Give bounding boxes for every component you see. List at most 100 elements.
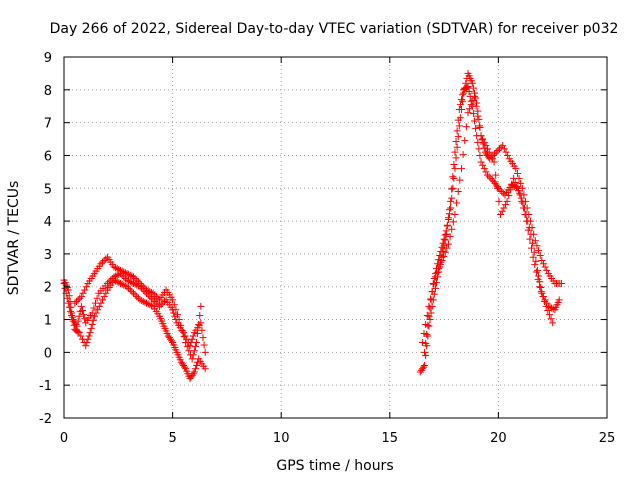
- data-point: [500, 145, 508, 153]
- data-point: [133, 276, 141, 284]
- data-point: [508, 180, 516, 188]
- data-point: [181, 332, 189, 340]
- data-point: [499, 142, 507, 150]
- data-point: [112, 272, 120, 280]
- data-point: [146, 301, 154, 309]
- data-point: [495, 197, 503, 205]
- data-point: [81, 286, 89, 294]
- data-point: [518, 184, 526, 192]
- data-point: [128, 279, 136, 287]
- data-point: [490, 158, 498, 166]
- data-point: [110, 263, 118, 271]
- data-point: [539, 260, 547, 268]
- x-tick-label: 25: [599, 431, 616, 446]
- data-point: [118, 280, 126, 288]
- data-point: [71, 299, 79, 307]
- data-point: [474, 138, 482, 146]
- data-point: [89, 316, 97, 324]
- data-point: [196, 311, 204, 319]
- data-point: [156, 302, 164, 310]
- data-point: [73, 322, 81, 330]
- data-point: [154, 294, 162, 302]
- data-point: [65, 303, 73, 311]
- data-point: [146, 288, 154, 296]
- data-point: [526, 235, 534, 243]
- data-point: [168, 337, 176, 345]
- data-point: [538, 289, 546, 297]
- data-point: [535, 247, 543, 255]
- data-point: [530, 230, 538, 238]
- data-point: [425, 312, 433, 320]
- data-point: [149, 296, 157, 304]
- data-point: [536, 283, 544, 291]
- data-point: [519, 204, 527, 212]
- data-point: [430, 275, 438, 283]
- y-tick-label: 6: [44, 149, 52, 164]
- y-tick-label: 8: [44, 84, 52, 99]
- data-point: [454, 133, 462, 141]
- data-point: [536, 252, 544, 260]
- data-point: [457, 165, 465, 173]
- data-point: [131, 291, 139, 299]
- data-point: [136, 296, 144, 304]
- data-point: [482, 168, 490, 176]
- data-point: [448, 225, 456, 233]
- data-point: [172, 306, 180, 314]
- data-point: [469, 84, 477, 92]
- data-point: [134, 278, 142, 286]
- data-point: [514, 187, 522, 195]
- data-point: [86, 329, 94, 337]
- data-point: [469, 110, 477, 118]
- data-point: [462, 123, 470, 131]
- data-point: [439, 239, 447, 247]
- data-point: [123, 276, 131, 284]
- data-point: [440, 252, 448, 260]
- series-group: [71, 253, 205, 363]
- data-point: [484, 171, 492, 179]
- data-point: [144, 300, 152, 308]
- data-point: [131, 275, 139, 283]
- data-point: [438, 256, 446, 264]
- axis-ticks: [63, 56, 608, 419]
- data-point: [491, 150, 499, 158]
- data-point: [494, 147, 502, 155]
- data-point: [518, 197, 526, 205]
- data-point: [511, 179, 519, 187]
- data-point: [100, 293, 108, 301]
- data-point: [85, 332, 93, 340]
- data-point: [471, 92, 479, 100]
- data-point: [468, 79, 476, 87]
- data-point: [521, 211, 529, 219]
- grid-lines: [64, 57, 607, 418]
- data-point: [474, 112, 482, 120]
- data-point: [548, 304, 556, 312]
- data-point: [88, 320, 96, 328]
- data-point: [451, 211, 459, 219]
- data-point: [130, 273, 138, 281]
- data-point: [143, 286, 151, 294]
- data-point: [479, 135, 487, 143]
- data-point: [418, 339, 426, 347]
- data-point: [450, 160, 458, 168]
- x-tick-labels: 0 5 10 15 20 25: [60, 431, 615, 446]
- data-point: [178, 327, 186, 335]
- data-point: [190, 347, 198, 355]
- data-point: [453, 127, 461, 135]
- data-point: [438, 243, 446, 251]
- data-points: [60, 69, 565, 383]
- data-point: [462, 79, 470, 87]
- data-point: [457, 96, 465, 104]
- data-point: [115, 279, 123, 287]
- data-point: [192, 339, 200, 347]
- data-point: [537, 288, 545, 296]
- y-tick-label: 9: [44, 51, 52, 66]
- data-point: [498, 207, 506, 215]
- data-point: [485, 148, 493, 156]
- data-point: [493, 184, 501, 192]
- data-point: [421, 361, 429, 369]
- data-point: [475, 122, 483, 130]
- data-point: [477, 158, 485, 166]
- data-point: [531, 261, 539, 269]
- data-point: [467, 101, 475, 109]
- data-point: [528, 244, 536, 252]
